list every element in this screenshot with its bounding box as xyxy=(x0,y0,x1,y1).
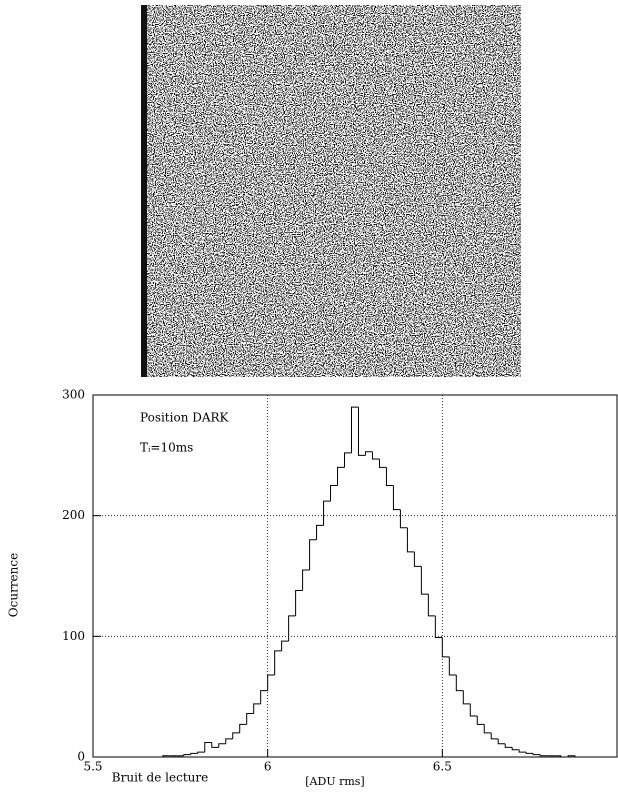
histogram-bin xyxy=(344,452,352,468)
histogram-bin xyxy=(434,615,443,639)
image-edge xyxy=(141,5,147,377)
histogram-bin xyxy=(504,743,513,748)
x-tick-label: 6 xyxy=(264,760,272,774)
image-noise xyxy=(143,5,521,377)
histogram-bin xyxy=(351,406,359,453)
histogram-bin xyxy=(518,749,527,753)
histogram-bin xyxy=(469,703,478,717)
histogram-bin xyxy=(190,752,198,755)
y-tick-label: 200 xyxy=(62,508,85,522)
histogram-bin xyxy=(204,742,212,753)
histogram-bin xyxy=(448,656,457,676)
x-axis-label: Bruit de lecture xyxy=(112,771,208,785)
histogram-bin xyxy=(413,551,422,567)
annotation: Position DARK xyxy=(140,411,230,425)
histogram-bin xyxy=(462,690,471,705)
annotation: Tᵢ=10ms xyxy=(140,441,193,455)
histogram-bin xyxy=(532,753,541,756)
histogram-bin xyxy=(511,747,520,751)
histogram-bin xyxy=(183,754,191,756)
histogram-bin xyxy=(371,451,380,460)
histogram-bin xyxy=(483,724,492,734)
histogram-bin xyxy=(197,751,205,754)
histogram-bin xyxy=(260,690,268,704)
x-tick-label: 5.5 xyxy=(83,760,102,774)
histogram-bin xyxy=(330,485,338,502)
histogram-bin xyxy=(378,458,387,468)
histogram-bin xyxy=(364,451,373,456)
histogram-bin xyxy=(246,713,254,725)
histogram-bin xyxy=(323,500,331,526)
histogram-bin xyxy=(316,524,324,540)
histogram-bin xyxy=(232,732,240,739)
histogram-bin xyxy=(295,589,303,616)
histogram-bin xyxy=(455,674,464,692)
histogram-bin xyxy=(490,732,499,740)
histogram-bin xyxy=(574,755,583,758)
histogram-bin xyxy=(211,742,219,748)
plot-frame xyxy=(92,394,618,758)
histogram-bin xyxy=(302,569,310,591)
histogram-bin xyxy=(357,407,366,456)
histogram-bin xyxy=(309,539,317,570)
y-tick-label: 300 xyxy=(62,388,85,402)
histogram-bin xyxy=(337,466,345,486)
histogram-bin xyxy=(253,703,261,714)
histogram-bin xyxy=(281,640,289,651)
x-axis-unit: [ADU rms] xyxy=(305,775,364,788)
histogram-bin xyxy=(406,527,415,553)
histogram-bin xyxy=(385,467,394,486)
histogram-bin xyxy=(225,738,233,744)
y-tick-label: 0 xyxy=(77,750,85,764)
histogram-bin xyxy=(392,485,401,511)
histogram-bin xyxy=(441,637,450,658)
histogram-bin xyxy=(239,723,247,733)
histogram-bin xyxy=(420,566,429,595)
histogram-bin xyxy=(539,754,548,757)
histogram-bin xyxy=(560,755,569,758)
histogram-bin xyxy=(288,615,296,642)
histogram-bin xyxy=(525,752,534,754)
y-tick-label: 100 xyxy=(62,629,85,643)
histogram-bin xyxy=(567,755,576,757)
detector-image xyxy=(141,5,521,377)
histogram-bin xyxy=(218,743,226,748)
histogram-bin xyxy=(476,715,485,725)
histogram-bin xyxy=(427,594,436,617)
histogram-bin xyxy=(274,650,282,675)
histogram-bin xyxy=(399,509,408,529)
x-tick-label: 6.5 xyxy=(433,760,452,774)
histogram-bin xyxy=(162,755,170,757)
histogram-bin xyxy=(497,738,506,745)
histogram-bin xyxy=(267,674,275,691)
y-axis-label: Ocurrence xyxy=(7,553,21,617)
